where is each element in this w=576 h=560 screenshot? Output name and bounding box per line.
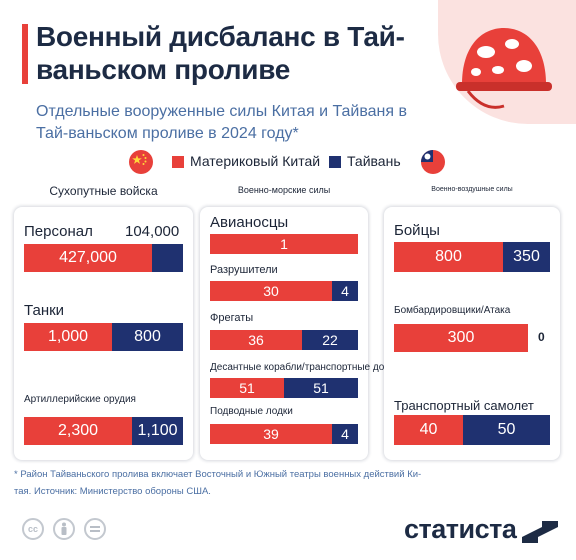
bar-taiwan-разрушители: 4 [332,281,358,301]
bar-taiwan-подводные-лодки: 4 [332,424,358,444]
value-taiwan-персонал: 104,000 [125,223,180,240]
bar-china-транспортный-самолет: 40 [394,415,463,445]
bar-фрегаты: 36 22 [210,330,358,350]
row-label-фрегаты: Фрегаты [210,312,254,324]
bar-china-бомбардировщики-атака: 300 [394,324,528,352]
bar-china-фрегаты: 36 [210,330,302,350]
title-accent-bar [22,24,28,84]
china-flag-icon [129,150,153,174]
bar-бойцы: 800 350 [394,242,550,272]
chart-title-1: Военно-морские силы [237,185,331,195]
row-label-бойцы: Бойцы [394,222,440,239]
row-label-артиллерийские-орудия: Артиллерийские орудия [24,394,136,405]
bar-бомбардировщики-атака: 300 [394,324,550,352]
legend-label-taiwan: Тайвань [347,153,401,169]
bar-персонал: 427,000 [24,244,183,272]
bar-china-артиллерийские-орудия: 2,300 [24,417,132,445]
row-label-десантные-корабли-транспортные-доки: Десантные корабли/транспортные доки [210,362,395,373]
taiwan-flag-icon [421,150,445,174]
row-label-персонал: Персонал [24,223,93,240]
footnote-line-1: * Район Тайваньского пролива включает Во… [14,469,422,480]
legend-swatch-taiwan [329,156,341,168]
statista-logo-icon [522,521,558,543]
bar-разрушители: 30 4 [210,281,358,301]
footnote-line-2: тая. Источник: Министерство обороны США. [14,486,211,497]
bar-taiwan-артиллерийские-орудия: 1,100 [132,417,183,445]
value-taiwan-бомбардировщики-атака: 0 [538,330,545,344]
bar-подводные-лодки: 39 4 [210,424,358,444]
helmet-icon [456,28,552,109]
bar-танки: 1,000 800 [24,323,183,351]
chart-title-0: Сухопутные войска [49,184,158,198]
bar-china-подводные-лодки: 39 [210,424,332,444]
row-label-транспортный-самолет: Транспортный самолет [394,398,534,413]
bar-china-десантные-корабли-транспортные-доки: 51 [210,378,284,398]
bar-china-разрушители: 30 [210,281,332,301]
row-label-авианосцы: Авианосцы [210,214,289,231]
legend: Материковый Китай Тайвань [128,147,458,177]
bar-артиллерийские-орудия: 2,300 1,100 [24,417,183,445]
cc-icon: cc [22,518,44,540]
bar-china-авианосцы: 1 [210,234,358,254]
row-label-бомбардировщики-атака: Бомбардировщики/Атака [394,305,511,316]
bar-транспортный-самолет: 40 50 [394,415,550,445]
nd-icon [84,518,106,540]
page-title: Военный дисбаланс в Тай- ваньском пролив… [36,20,456,86]
subtitle: Отдельные вооруженные силы Китая и Тайва… [36,103,407,142]
bar-taiwan-бойцы: 350 [503,242,550,272]
bar-авианосцы: 1 [210,234,358,254]
title-line-2: ваньском проливе [36,54,291,85]
bar-taiwan-транспортный-самолет: 50 [463,415,550,445]
bar-taiwan-десантные-корабли-транспортные-доки: 51 [284,378,358,398]
by-icon [53,518,75,540]
row-label-танки: Танки [24,302,65,319]
bar-china-танки: 1,000 [24,323,112,351]
bar-taiwan-фрегаты: 22 [302,330,358,350]
bar-taiwan-персонал [152,244,183,272]
statista-brand: статиста [404,514,517,544]
bar-taiwan-танки: 800 [112,323,183,351]
chart-title-2: Военно-воздушные силы [431,186,513,193]
row-label-подводные-лодки: Подводные лодки [210,406,293,417]
legend-swatch-china [172,156,184,168]
bar-десантные-корабли-транспортные-доки: 51 51 [210,378,358,398]
legend-label-china: Материковый Китай [190,153,321,169]
row-label-разрушители: Разрушители [210,264,278,276]
title-line-1: Военный дисбаланс в Тай- [36,21,405,52]
bar-china-персонал: 427,000 [24,244,152,272]
bar-china-бойцы: 800 [394,242,503,272]
